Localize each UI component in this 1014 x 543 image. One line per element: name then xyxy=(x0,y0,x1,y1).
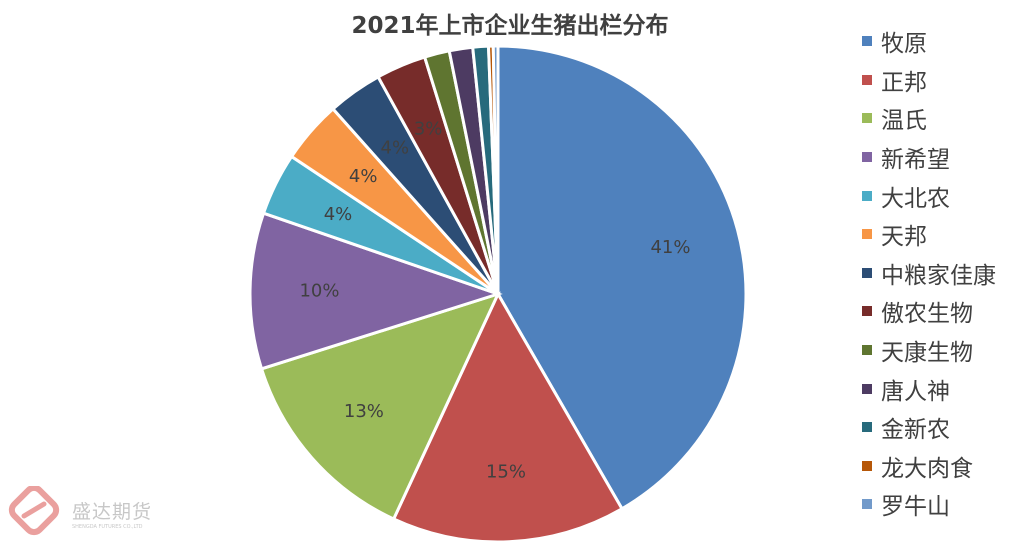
watermark-subtitle: SHENGDA FUTURES CO.,LTD xyxy=(72,523,143,530)
legend-swatch xyxy=(862,229,872,240)
legend-label: 龙大肉食 xyxy=(881,455,973,482)
pie-slice-3 xyxy=(248,211,503,371)
legend-item: 天邦 xyxy=(862,215,996,254)
legend-label: 中粮家佳康 xyxy=(881,262,996,289)
legend-label: 唐人神 xyxy=(881,378,950,405)
legend: 牧原正邦温氏新希望大北农天邦中粮家佳康傲农生物天康生物唐人神金新农龙大肉食罗牛山 xyxy=(862,22,996,524)
legend-swatch xyxy=(862,74,872,85)
pie-slice-12 xyxy=(491,44,500,295)
slice-label-2: 13% xyxy=(344,401,384,422)
legend-item: 牧原 xyxy=(862,22,996,61)
legend-item: 正邦 xyxy=(862,61,996,100)
legend-item: 龙大肉食 xyxy=(862,447,996,486)
legend-swatch xyxy=(862,460,872,471)
watermark-name: 盛达期货 xyxy=(72,500,153,523)
legend-item: 天康生物 xyxy=(862,331,996,370)
slice-label-4: 4% xyxy=(324,204,353,225)
legend-label: 金新农 xyxy=(881,417,950,444)
slice-label-1: 15% xyxy=(486,461,526,482)
legend-swatch xyxy=(862,345,872,356)
legend-swatch xyxy=(862,152,872,163)
legend-label: 大北农 xyxy=(881,185,950,212)
watermark-logo: 盛达期货 SHENGDA FUTURES CO.,LTD xyxy=(6,486,152,540)
slice-label-0: 41% xyxy=(650,237,690,258)
slice-label-5: 4% xyxy=(349,166,378,187)
chart-title: 2021年上市企业生猪出栏分布 xyxy=(351,13,669,39)
slice-label-7: 3% xyxy=(414,119,443,140)
legend-swatch xyxy=(862,499,872,510)
legend-label: 罗牛山 xyxy=(881,494,950,521)
legend-label: 天康生物 xyxy=(881,340,973,367)
legend-item: 中粮家佳康 xyxy=(862,254,996,293)
legend-label: 牧原 xyxy=(881,31,927,58)
legend-item: 傲农生物 xyxy=(862,292,996,331)
legend-swatch xyxy=(862,190,872,201)
pie-slice-1 xyxy=(391,290,625,543)
legend-swatch xyxy=(862,306,872,317)
legend-item: 罗牛山 xyxy=(862,485,996,524)
legend-item: 新希望 xyxy=(862,138,996,177)
legend-label: 天邦 xyxy=(881,224,927,251)
pie-slice-0 xyxy=(496,44,748,511)
legend-item: 温氏 xyxy=(862,99,996,138)
legend-swatch xyxy=(862,113,872,124)
legend-label: 温氏 xyxy=(881,108,927,135)
slice-label-6: 4% xyxy=(381,137,410,158)
legend-item: 金新农 xyxy=(862,408,996,447)
legend-label: 新希望 xyxy=(881,147,950,174)
legend-item: 唐人神 xyxy=(862,369,996,408)
legend-swatch xyxy=(862,36,872,47)
legend-swatch xyxy=(862,383,872,394)
legend-swatch xyxy=(862,267,872,278)
slice-label-3: 10% xyxy=(299,281,339,302)
legend-swatch xyxy=(862,422,872,433)
legend-item: 大北农 xyxy=(862,176,996,215)
legend-label: 正邦 xyxy=(881,69,927,96)
legend-label: 傲农生物 xyxy=(881,301,973,328)
shengda-logo-icon xyxy=(8,486,60,536)
